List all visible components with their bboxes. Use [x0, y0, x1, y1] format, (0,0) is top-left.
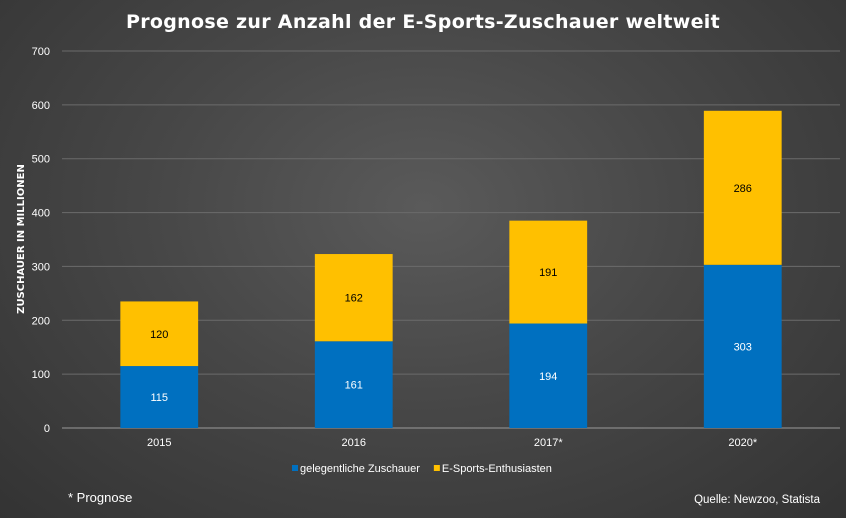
y-tick-label: 300: [32, 261, 50, 273]
y-tick-label: 100: [32, 369, 50, 381]
bar-segment: [509, 323, 588, 428]
y-tick-label: 600: [32, 100, 50, 112]
bars: 115 120 161 162 194 191 303 286: [120, 110, 782, 428]
y-tick-label: 200: [32, 315, 50, 327]
bar-segment: [703, 110, 782, 265]
x-tick-label: 2015: [147, 437, 171, 449]
legend-label: gelegentliche Zuschauer: [300, 463, 420, 475]
x-tick-label: 2020*: [728, 437, 757, 449]
data-label: 115: [150, 392, 168, 404]
legend-label: E-Sports-Enthusiasten: [442, 463, 552, 475]
x-tick-label: 2017*: [534, 437, 563, 449]
data-label: 162: [345, 293, 363, 305]
x-tick-label: 2016: [342, 437, 366, 449]
legend: gelegentliche Zuschauer E-Sports-Enthusia…: [292, 463, 552, 475]
bar-segment: [120, 301, 199, 367]
data-label: 120: [150, 329, 168, 341]
y-tick-label: 0: [44, 423, 50, 435]
data-label: 286: [734, 183, 752, 195]
y-tick-label: 400: [32, 208, 50, 220]
x-axis-ticks: 2015 2016 2017* 2020*: [147, 437, 758, 449]
bar-segment: [703, 264, 782, 428]
y-axis-label: ZUSCHAUER IN MILLIONEN: [16, 164, 27, 314]
legend-swatch: [292, 465, 298, 471]
bar-segment: [314, 254, 393, 342]
bar-segment: [314, 341, 393, 428]
source-note: Quelle: Newzoo, Statista: [694, 494, 821, 506]
y-axis-ticks: 0 100 200 300 400 500 600 700: [32, 46, 50, 435]
legend-swatch: [433, 465, 440, 471]
data-label: 194: [539, 371, 557, 383]
bar-segment: [509, 220, 588, 324]
data-label: 303: [734, 341, 752, 353]
chart-title: Prognose zur Anzahl der E-Sports-Zuschau…: [126, 11, 720, 33]
footnote: * Prognose: [68, 490, 132, 505]
y-tick-label: 700: [32, 46, 50, 58]
y-tick-label: 500: [32, 154, 50, 166]
data-label: 161: [345, 380, 363, 392]
data-label: 191: [539, 267, 557, 279]
bar-segment: [120, 366, 199, 428]
